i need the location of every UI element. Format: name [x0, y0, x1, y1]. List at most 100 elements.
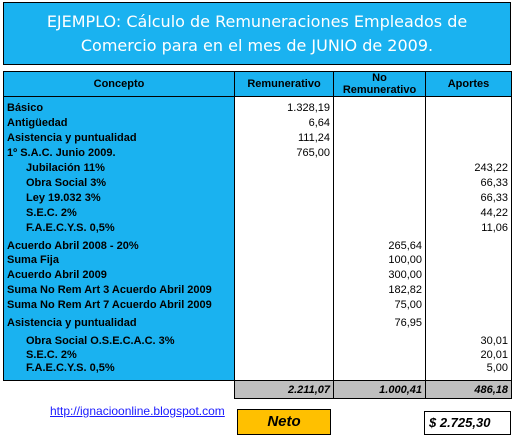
blog-link[interactable]: http://ignacioonline.blogspot.com: [50, 404, 225, 418]
concept-cell: 1º S.A.C. Junio 2009.: [3, 145, 235, 160]
remunerativo-cell: [234, 160, 334, 175]
header-remunerativo: Remunerativo: [234, 71, 334, 97]
no-remunerativo-cell: [333, 115, 426, 130]
aportes-cell: 30,01: [425, 329, 512, 347]
table-row: Antigüedad 6,64: [3, 115, 512, 130]
title-banner: EJEMPLO: Cálculo de Remuneraciones Emple…: [3, 2, 511, 65]
concept-cell: Suma No Rem Art 7 Acuerdo Abril 2009: [3, 297, 235, 312]
table-row: Suma No Rem Art 3 Acuerdo Abril 2009 182…: [3, 282, 512, 297]
concept-cell: F.A.E.C.Y.S. 0,5%: [3, 362, 235, 381]
total-no-remunerativo: 1.000,41: [333, 380, 426, 399]
aportes-cell: [425, 145, 512, 160]
table-row: S.E.C. 2% 20,01: [3, 347, 512, 362]
concept-cell: Asistencia y puntualidad: [3, 130, 235, 145]
concept-cell: Antigüedad: [3, 115, 235, 130]
aportes-cell: 66,33: [425, 175, 512, 190]
table-row: Asistencia y puntualidad 76,95: [3, 312, 512, 329]
remunerativo-cell: [234, 205, 334, 220]
table-row: S.E.C. 2% 44,22: [3, 205, 512, 220]
remunerativo-cell: [234, 190, 334, 205]
concept-cell: Acuerdo Abril 2008 - 20%: [3, 235, 235, 252]
aportes-cell: 20,01: [425, 347, 512, 362]
table-row: Obra Social O.S.E.C.A.C. 3% 30,01: [3, 329, 512, 347]
aportes-cell: [425, 282, 512, 297]
table-row: Básico 1.328,19: [3, 96, 512, 115]
table-row: F.A.E.C.Y.S. 0,5% 11,06: [3, 220, 512, 235]
table-row: Acuerdo Abril 2009 300,00: [3, 267, 512, 282]
no-remunerativo-cell: [333, 130, 426, 145]
table-row: Suma No Rem Art 7 Acuerdo Abril 2009 75,…: [3, 297, 512, 312]
totals-spacer: [3, 380, 235, 399]
concept-cell: Suma No Rem Art 3 Acuerdo Abril 2009: [3, 282, 235, 297]
title-line-1: EJEMPLO: Cálculo de Remuneraciones Emple…: [46, 12, 468, 31]
no-remunerativo-cell: [333, 160, 426, 175]
no-remunerativo-cell: 76,95: [333, 312, 426, 329]
remunerativo-cell: [234, 282, 334, 297]
aportes-cell: [425, 297, 512, 312]
aportes-cell: [425, 130, 512, 145]
aportes-cell: [425, 267, 512, 282]
no-remunerativo-cell: [333, 96, 426, 115]
no-remunerativo-cell: [333, 329, 426, 347]
aportes-cell: 44,22: [425, 205, 512, 220]
remunerativo-cell: 111,24: [234, 130, 334, 145]
aportes-cell: [425, 115, 512, 130]
remunerativo-cell: 1.328,19: [234, 96, 334, 115]
concept-cell: Ley 19.032 3%: [3, 190, 235, 205]
table-row: Acuerdo Abril 2008 - 20% 265,64: [3, 235, 512, 252]
total-remunerativo: 2.211,07: [234, 380, 334, 399]
concept-cell: Acuerdo Abril 2009: [3, 267, 235, 282]
table-row: 1º S.A.C. Junio 2009. 765,00: [3, 145, 512, 160]
title-line-2: Comercio para en el mes de JUNIO de 2009…: [80, 36, 434, 55]
concept-cell: Básico: [3, 96, 235, 115]
aportes-cell: 5,00: [425, 362, 512, 381]
no-remunerativo-cell: 265,64: [333, 235, 426, 252]
concept-cell: Obra Social 3%: [3, 175, 235, 190]
remunerativo-cell: [234, 220, 334, 235]
table-row: Ley 19.032 3% 66,33: [3, 190, 512, 205]
no-remunerativo-cell: [333, 190, 426, 205]
concept-cell: Jubilación 11%: [3, 160, 235, 175]
aportes-cell: 243,22: [425, 160, 512, 175]
remunerativo-cell: [234, 297, 334, 312]
neto-value: $ 2.725,30: [424, 411, 511, 435]
concept-cell: Suma Fija: [3, 252, 235, 267]
no-remunerativo-cell: [333, 145, 426, 160]
header-concepto: Concepto: [3, 71, 235, 97]
remunerativo-cell: [234, 362, 334, 381]
table-row: Asistencia y puntualidad 111,24: [3, 130, 512, 145]
remunerativo-cell: [234, 175, 334, 190]
remunerativo-cell: [234, 329, 334, 347]
aportes-cell: 11,06: [425, 220, 512, 235]
remunerativo-cell: [234, 235, 334, 252]
header-row: Concepto Remunerativo No Remunerativo Ap…: [3, 71, 512, 97]
aportes-cell: [425, 312, 512, 329]
concept-cell: S.E.C. 2%: [3, 205, 235, 220]
neto-label: Neto: [237, 409, 331, 435]
concept-cell: Obra Social O.S.E.C.A.C. 3%: [3, 329, 235, 347]
no-remunerativo-cell: [333, 362, 426, 381]
no-remunerativo-cell: 182,82: [333, 282, 426, 297]
header-no-remunerativo: No Remunerativo: [333, 71, 426, 97]
remunerativo-cell: 6,64: [234, 115, 334, 130]
aportes-cell: [425, 252, 512, 267]
table-row: Obra Social 3% 66,33: [3, 175, 512, 190]
table-row: F.A.E.C.Y.S. 0,5% 5,00: [3, 362, 512, 381]
total-aportes: 486,18: [425, 380, 512, 399]
concept-cell: S.E.C. 2%: [3, 347, 235, 362]
header-aportes: Aportes: [425, 71, 512, 97]
remunerativo-cell: 765,00: [234, 145, 334, 160]
aportes-cell: [425, 96, 512, 115]
totals-row: 2.211,07 1.000,41 486,18: [3, 380, 512, 399]
aportes-cell: [425, 235, 512, 252]
no-remunerativo-cell: [333, 220, 426, 235]
no-remunerativo-cell: 300,00: [333, 267, 426, 282]
concept-cell: Asistencia y puntualidad: [3, 312, 235, 329]
no-remunerativo-cell: [333, 347, 426, 362]
aportes-cell: 66,33: [425, 190, 512, 205]
concept-cell: F.A.E.C.Y.S. 0,5%: [3, 220, 235, 235]
remunerativo-cell: [234, 267, 334, 282]
no-remunerativo-cell: 100,00: [333, 252, 426, 267]
table-row: Suma Fija 100,00: [3, 252, 512, 267]
table-row: Jubilación 11% 243,22: [3, 160, 512, 175]
